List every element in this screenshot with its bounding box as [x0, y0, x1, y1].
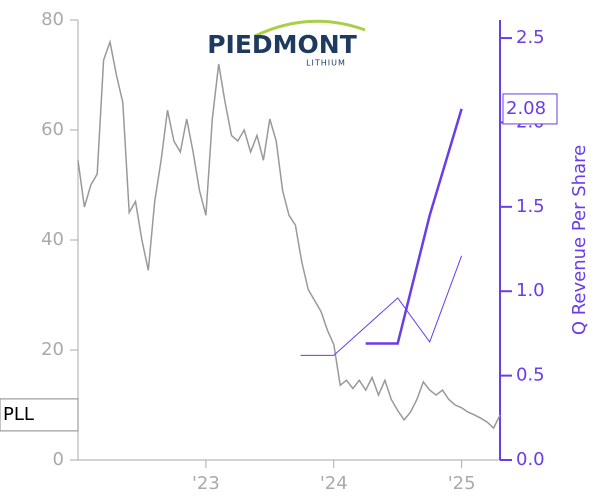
- y2-tick-label: 1.0: [516, 280, 545, 301]
- value-tag-label: 2.08: [506, 98, 546, 119]
- x-tick-label: '24: [320, 473, 348, 494]
- series-line: [77, 39, 501, 430]
- y2-axis-label: Q Revenue Per Share: [569, 145, 590, 335]
- y2-tick-label: 0.5: [516, 365, 545, 386]
- series-tag-label: PLL: [3, 404, 34, 425]
- value-tag: [502, 93, 558, 125]
- y2-tick-label: 0.0: [516, 449, 545, 470]
- x-tick-label: '23: [192, 473, 220, 494]
- series-tag: [0, 398, 79, 432]
- x-tick-label: '25: [448, 473, 476, 494]
- y2-tick-label: 2.5: [516, 27, 545, 48]
- logo-name: PIEDMONT: [207, 30, 357, 59]
- series-line: [365, 108, 463, 345]
- y-tick-label: 80: [41, 9, 64, 30]
- logo-arc: [254, 19, 366, 38]
- y-tick-label: 60: [41, 119, 64, 140]
- y-tick-label: 0: [53, 449, 64, 470]
- logo-sub: LITHIUM: [306, 59, 346, 68]
- y2-tick-label: 1.5: [516, 196, 545, 217]
- series-line: [300, 255, 463, 356]
- y-tick-label: 40: [41, 229, 64, 250]
- y-tick-label: 20: [41, 339, 64, 360]
